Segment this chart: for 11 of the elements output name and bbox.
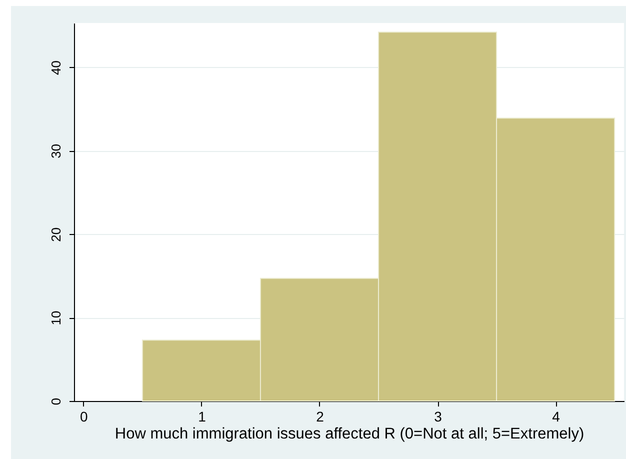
- y-tick-label: 0: [48, 398, 64, 406]
- y-tick-label: 20: [48, 227, 64, 242]
- x-tick-label: 1: [198, 408, 206, 424]
- x-tick-label: 3: [434, 408, 442, 424]
- y-tick-label: 30: [48, 144, 64, 158]
- x-tick-label: 4: [552, 408, 560, 424]
- x-tick-label: 2: [316, 408, 324, 424]
- y-tick-label: 10: [48, 310, 64, 326]
- x-tick-label: 0: [80, 408, 88, 424]
- x-axis-title: How much immigration issues affected R (0=Not at all; 5=Extremely): [114, 426, 584, 442]
- y-tick-label: 40: [48, 60, 64, 75]
